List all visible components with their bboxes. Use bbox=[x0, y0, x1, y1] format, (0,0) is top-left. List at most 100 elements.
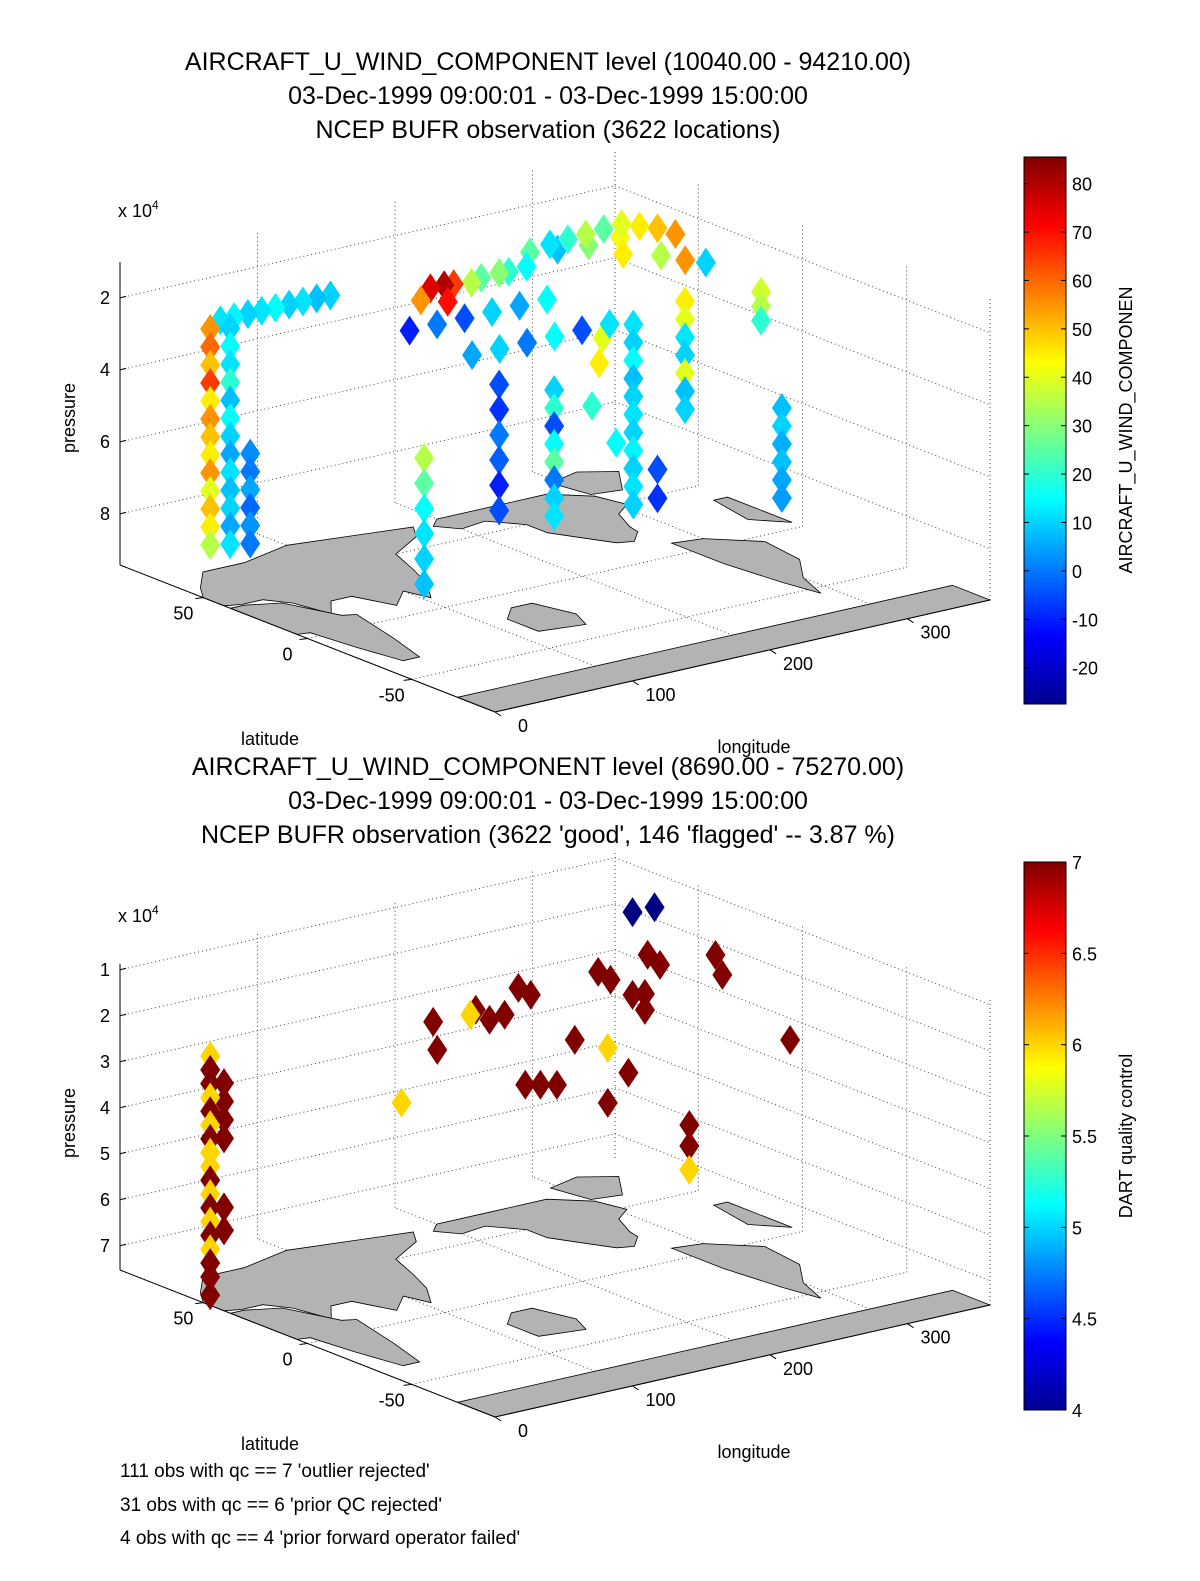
wall-gridline bbox=[614, 329, 991, 478]
title-line-3: NCEP BUFR observation (3622 locations) bbox=[315, 116, 780, 144]
data-point bbox=[651, 240, 672, 271]
colorbar-tick-label: 5 bbox=[1072, 1218, 1082, 1238]
data-point bbox=[214, 1123, 235, 1154]
qc-note-6: 31 obs with qc == 6 'prior QC rejected' bbox=[120, 1495, 442, 1516]
floor-gridline bbox=[307, 1231, 803, 1344]
data-point bbox=[679, 1130, 700, 1161]
wall-gridline bbox=[119, 949, 616, 1063]
data-point bbox=[200, 421, 221, 452]
data-point bbox=[292, 286, 313, 317]
colorbar-label: AIRCRAFT_U_WIND_COMPONEN bbox=[1116, 286, 1137, 573]
data-point bbox=[675, 340, 696, 371]
data-point bbox=[220, 367, 241, 398]
z-tick-label: 2 bbox=[100, 1006, 110, 1026]
data-point bbox=[771, 393, 792, 424]
wall-gridline bbox=[119, 857, 616, 971]
data-point bbox=[220, 403, 241, 434]
data-point bbox=[544, 429, 565, 460]
wall-gridline bbox=[119, 1133, 616, 1247]
y-tick-label: 0 bbox=[282, 1349, 292, 1369]
data-point bbox=[557, 224, 578, 255]
z-tick-label: 6 bbox=[100, 432, 110, 452]
data-point bbox=[771, 465, 792, 496]
x-tick bbox=[907, 618, 914, 624]
z-tick bbox=[119, 967, 127, 971]
data-point bbox=[540, 229, 561, 260]
data-point bbox=[240, 456, 261, 487]
z-tick bbox=[119, 1013, 127, 1017]
land-polygon bbox=[229, 1307, 421, 1367]
data-point bbox=[427, 309, 448, 340]
land-polygon bbox=[432, 493, 639, 544]
data-point bbox=[771, 483, 792, 514]
colorbar-tick-label: -20 bbox=[1072, 659, 1098, 679]
data-point bbox=[665, 219, 686, 250]
title-line-3: NCEP BUFR observation (3622 'good', 146 … bbox=[201, 821, 895, 849]
data-point bbox=[240, 438, 261, 469]
z-tick-label: 5 bbox=[100, 1144, 110, 1164]
colorbar-tick-label: 4 bbox=[1072, 1401, 1082, 1421]
land-polygon bbox=[712, 496, 793, 523]
data-point bbox=[544, 465, 565, 496]
data-point bbox=[251, 295, 272, 326]
wall-gridline bbox=[119, 1041, 616, 1155]
z-tick bbox=[119, 1059, 127, 1063]
data-point bbox=[599, 309, 620, 340]
land-polygon bbox=[670, 1243, 822, 1299]
data-point bbox=[220, 439, 241, 470]
data-point bbox=[220, 457, 241, 488]
data-point bbox=[712, 959, 733, 990]
floor-gridline bbox=[411, 1271, 907, 1385]
data-point bbox=[675, 245, 696, 276]
data-point bbox=[675, 286, 696, 317]
data-point bbox=[414, 493, 435, 524]
data-point bbox=[613, 239, 634, 270]
data-point bbox=[214, 1192, 235, 1223]
y-tick-label: 50 bbox=[173, 1309, 193, 1329]
wall-gridline bbox=[614, 995, 991, 1144]
colorbar-gradient bbox=[1023, 861, 1067, 1411]
data-point bbox=[637, 939, 658, 970]
data-point bbox=[220, 385, 241, 416]
wall-gridline bbox=[614, 401, 991, 550]
data-point bbox=[414, 569, 435, 600]
data-point bbox=[618, 1057, 639, 1088]
y-tick-label: -50 bbox=[379, 685, 405, 705]
data-point bbox=[597, 1032, 618, 1063]
axes-box bbox=[119, 963, 991, 1418]
floor-gridline bbox=[411, 566, 907, 680]
x-tick-label: 300 bbox=[920, 1328, 950, 1348]
data-point bbox=[200, 1261, 221, 1292]
data-point bbox=[489, 369, 510, 400]
y-tick bbox=[299, 638, 308, 640]
data-point bbox=[582, 390, 603, 421]
z-tick bbox=[119, 295, 127, 299]
z-tick bbox=[119, 1151, 127, 1155]
colorbar-tick-label: 7 bbox=[1072, 853, 1082, 873]
data-point bbox=[489, 333, 510, 364]
data-point bbox=[214, 1086, 235, 1117]
colorbar-tick-label: 70 bbox=[1072, 223, 1092, 243]
data-point bbox=[644, 892, 665, 923]
data-point bbox=[679, 1109, 700, 1140]
data-point bbox=[410, 285, 431, 316]
data-point bbox=[647, 213, 668, 244]
data-point bbox=[516, 251, 537, 282]
data-point bbox=[623, 381, 644, 412]
colorbar-tick-label: 6 bbox=[1072, 1036, 1082, 1056]
colorbar-label: DART quality control bbox=[1116, 1054, 1136, 1218]
data-point bbox=[279, 289, 300, 320]
data-point bbox=[509, 290, 530, 321]
data-point bbox=[695, 247, 716, 278]
data-point bbox=[414, 518, 435, 549]
data-point bbox=[623, 345, 644, 376]
z-tick-label: 4 bbox=[100, 1098, 110, 1118]
colorbar-tick-label: 5.5 bbox=[1072, 1127, 1097, 1147]
data-point bbox=[399, 315, 420, 346]
data-point bbox=[771, 429, 792, 460]
data-point bbox=[675, 376, 696, 407]
data-point bbox=[489, 394, 510, 425]
data-point bbox=[544, 411, 565, 442]
x-tick-label: 0 bbox=[518, 1421, 528, 1441]
data-point bbox=[489, 470, 510, 501]
